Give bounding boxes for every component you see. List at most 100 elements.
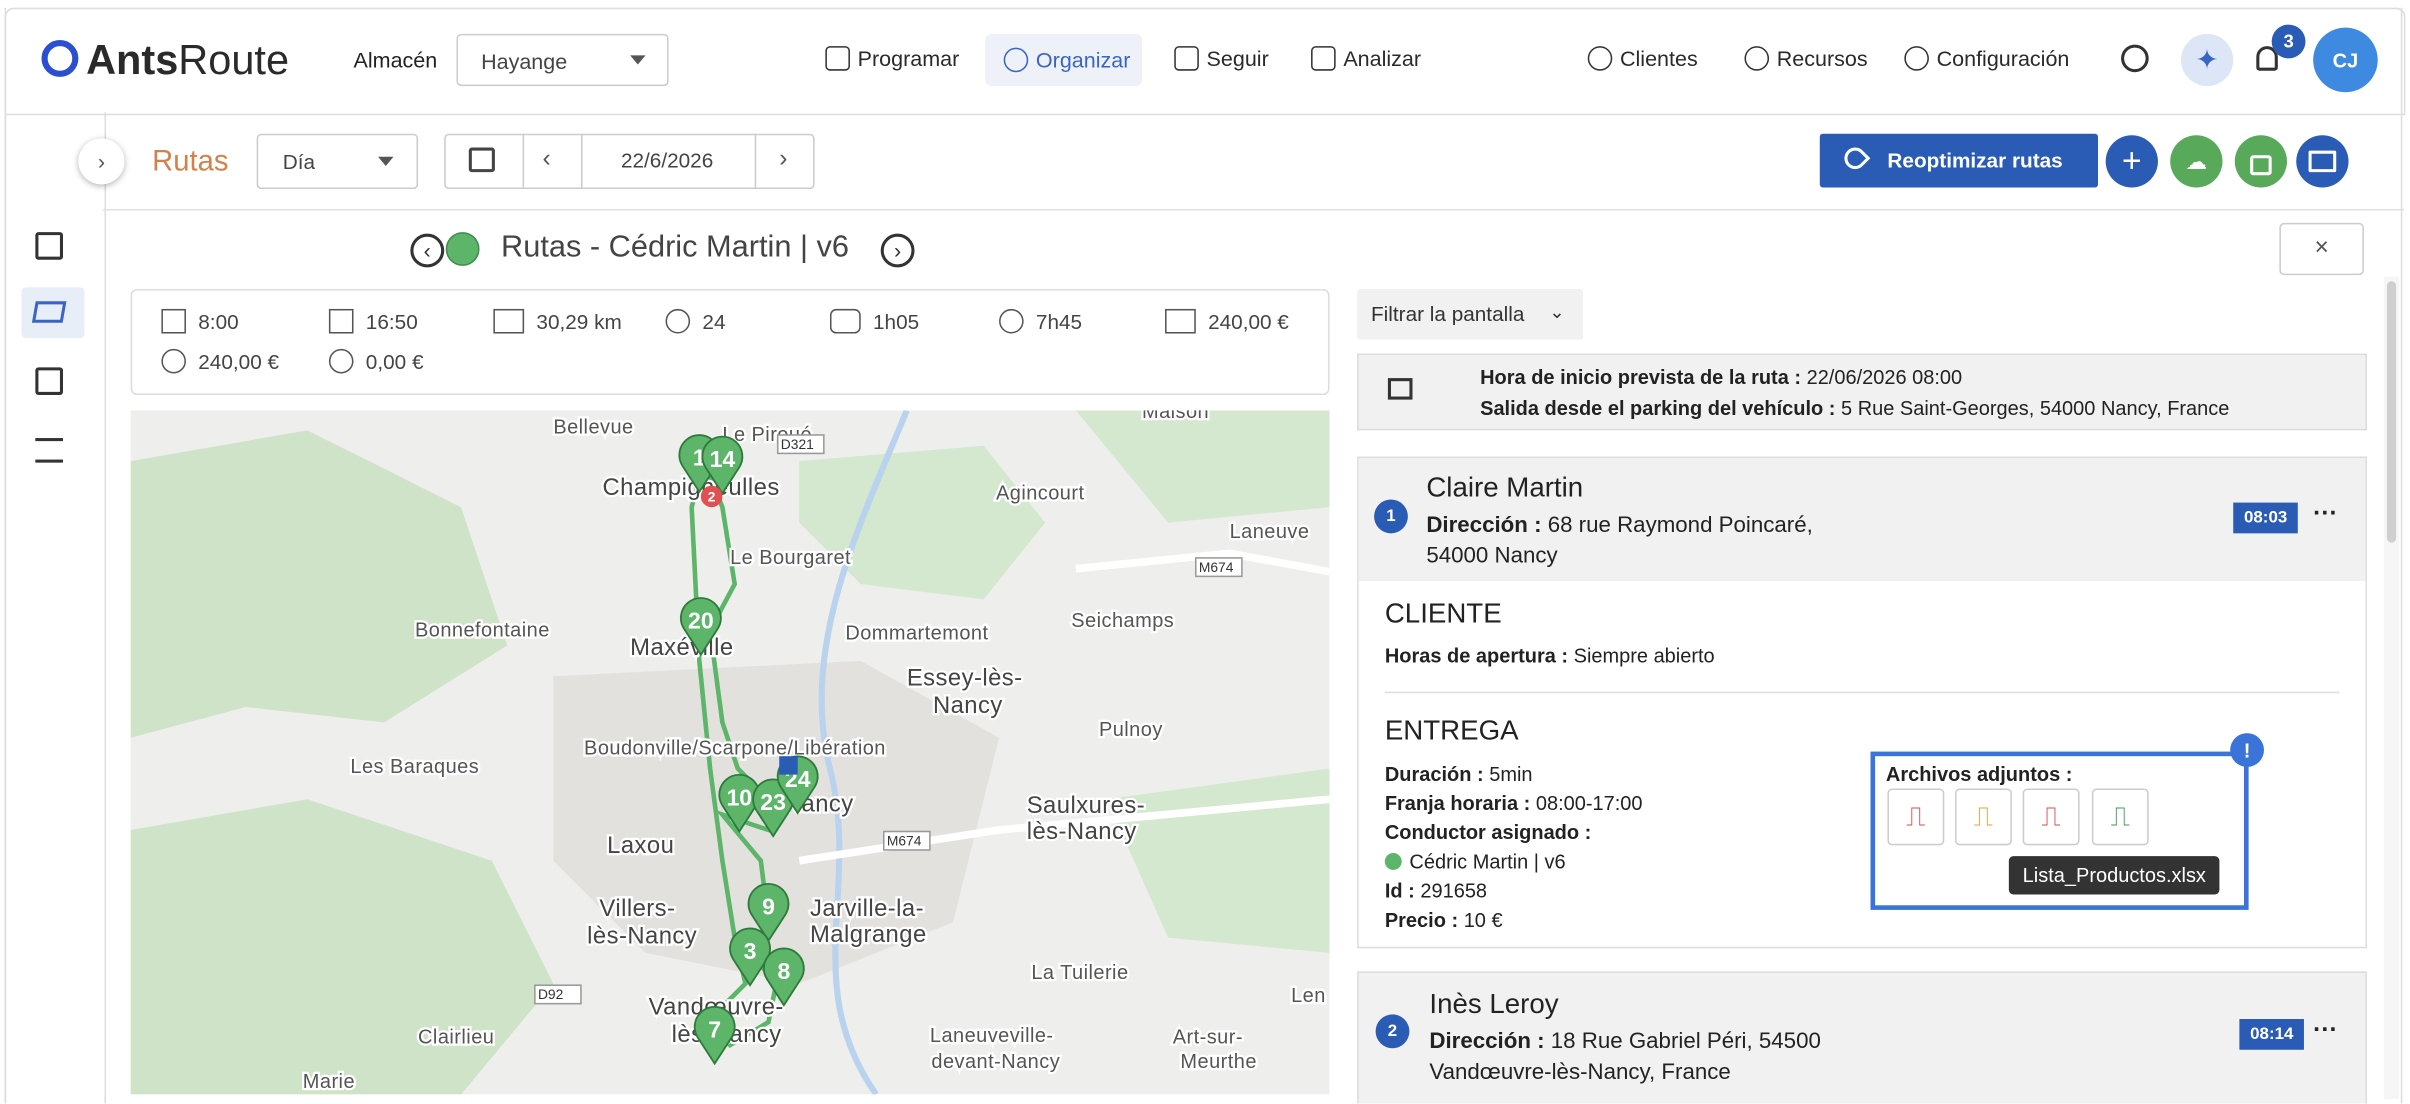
- map-label: Maison: [1142, 410, 1209, 423]
- stat-icon: [328, 308, 354, 334]
- field-value: 5min: [1489, 762, 1533, 786]
- stat: 240,00 €: [1165, 308, 1289, 334]
- map-label: Les Baraques: [350, 756, 479, 778]
- map-label: La Tuilerie: [1031, 962, 1128, 984]
- stat-value: 1h05: [873, 309, 920, 333]
- search-icon[interactable]: [2121, 44, 2149, 73]
- map-label: Malgrange: [810, 921, 927, 948]
- sidebar-icon[interactable]: [35, 367, 64, 396]
- hours-label: Horas de apertura :: [1384, 643, 1569, 668]
- nav-item[interactable]: Analizar: [1311, 46, 1421, 71]
- more-button[interactable]: ···: [2313, 501, 2338, 528]
- road-shield: [1195, 557, 1243, 578]
- sidebar-icon[interactable]: [35, 438, 64, 463]
- stat: 240,00 €: [161, 348, 280, 374]
- file-pdf[interactable]: ⎍: [1887, 788, 1945, 846]
- dropdown-arrow: [378, 156, 394, 174]
- start-line: Hora de inicio prevista de la ruta : 22/…: [1480, 366, 1962, 389]
- stop-time: 08:03: [2233, 502, 2299, 534]
- marker: [701, 435, 744, 496]
- client-hours: Horas de apertura : Siempre abierto: [1385, 644, 1715, 667]
- file-image[interactable]: ⎍: [1955, 788, 2012, 846]
- start-box: [1357, 353, 2367, 431]
- map-label: Saulxures-: [1027, 792, 1145, 819]
- delivery-heading: ENTREGA: [1384, 714, 1519, 746]
- sidebar-icon[interactable]: [31, 301, 67, 323]
- map-label: Jarville-la-: [810, 895, 924, 922]
- stop-card: [1357, 456, 2367, 949]
- address-label: Dirección :: [1429, 1029, 1545, 1055]
- nav-item[interactable]: Seguir: [1174, 46, 1269, 71]
- more-button[interactable]: ···: [2313, 1017, 2338, 1044]
- filter-arrow: ⌄: [1549, 301, 1565, 323]
- stat: 30,29 km: [493, 308, 622, 334]
- prev-day[interactable]: ‹: [542, 146, 551, 173]
- field-value: 08:00-17:00: [1535, 791, 1643, 815]
- sidebar-icon[interactable]: [35, 232, 64, 260]
- nav-item[interactable]: Configuración: [1904, 46, 2069, 71]
- map-label: Laneuveville-: [930, 1025, 1054, 1047]
- map-label: lès-Nancy: [1027, 818, 1137, 845]
- nav-icon: [1904, 46, 1929, 71]
- stat-icon: [999, 308, 1024, 334]
- driver-dot: [1384, 853, 1402, 870]
- close-button[interactable]: ×: [2279, 222, 2364, 276]
- warehouse-select[interactable]: Hayange: [456, 33, 669, 87]
- stat-value: 240,00 €: [198, 349, 280, 373]
- map-label: Pulnoy: [1099, 719, 1163, 741]
- id-value: 291658: [1420, 879, 1488, 903]
- marker: [693, 1006, 736, 1066]
- file-xlsx[interactable]: ⎍: [2091, 788, 2149, 846]
- reoptimize-button[interactable]: Reoptimizar rutas: [1819, 133, 2098, 188]
- nav-item[interactable]: Clientes: [1587, 46, 1698, 71]
- delivery-id: Id : 291658: [1385, 879, 1487, 902]
- nav-item-active[interactable]: Organizar: [985, 33, 1143, 87]
- road-label: M674: [1199, 559, 1234, 575]
- stat-icon: [829, 308, 861, 334]
- stat-value: 16:50: [365, 309, 418, 333]
- nav-item[interactable]: Recursos: [1744, 46, 1868, 71]
- date-value: 22/6/2026: [620, 149, 714, 173]
- marker-label: 8: [777, 958, 790, 984]
- lock-button[interactable]: [2234, 135, 2288, 188]
- logo-icon: [41, 39, 79, 77]
- stat: 0,00 €: [328, 348, 424, 374]
- marker-label: 7: [708, 1016, 721, 1042]
- stop-name: Inès Leroy: [1429, 988, 1559, 1020]
- period-select[interactable]: Día: [256, 133, 419, 190]
- warehouse-value: Hayange: [481, 49, 568, 74]
- marker-label: 2: [708, 489, 716, 505]
- address-value: 68 rue Raymond Poincaré, 54000 Nancy: [1426, 513, 1813, 569]
- prev-route[interactable]: ‹: [410, 233, 445, 268]
- filter-button[interactable]: Filtrar la pantalla ⌄: [1357, 288, 1584, 340]
- id-label: Id :: [1384, 879, 1415, 903]
- mail-button[interactable]: [2296, 135, 2349, 188]
- nav-item[interactable]: Programar: [825, 46, 959, 71]
- file-pdf[interactable]: ⎍: [2022, 788, 2080, 846]
- stat: 1h05: [829, 308, 920, 334]
- ai-button[interactable]: ✦: [2180, 33, 2234, 87]
- bell-icon[interactable]: [2256, 46, 2278, 71]
- avatar[interactable]: CJ: [2313, 27, 2378, 93]
- marker-label: 9: [762, 893, 775, 919]
- calendar-button[interactable]: [468, 147, 495, 173]
- map-label: Bonnefontaine: [415, 619, 550, 641]
- separator: [1384, 691, 2340, 694]
- next-day[interactable]: ›: [779, 146, 788, 173]
- road-label: D92: [538, 986, 563, 1002]
- upload-button[interactable]: ☁: [2170, 135, 2223, 188]
- nav-label: Recursos: [1776, 46, 1868, 71]
- next-route[interactable]: ›: [880, 233, 915, 268]
- field-label: Duración :: [1384, 762, 1484, 786]
- marker: [747, 883, 790, 943]
- map-label: Clairlieu: [418, 1027, 494, 1049]
- mail-icon: [2308, 150, 2337, 173]
- stop-name: Claire Martin: [1426, 471, 1584, 503]
- marker-badge: [700, 485, 723, 508]
- sidebar-toggle[interactable]: ›: [78, 138, 125, 185]
- marker-label: 3: [744, 938, 757, 964]
- add-button[interactable]: +: [2105, 135, 2158, 188]
